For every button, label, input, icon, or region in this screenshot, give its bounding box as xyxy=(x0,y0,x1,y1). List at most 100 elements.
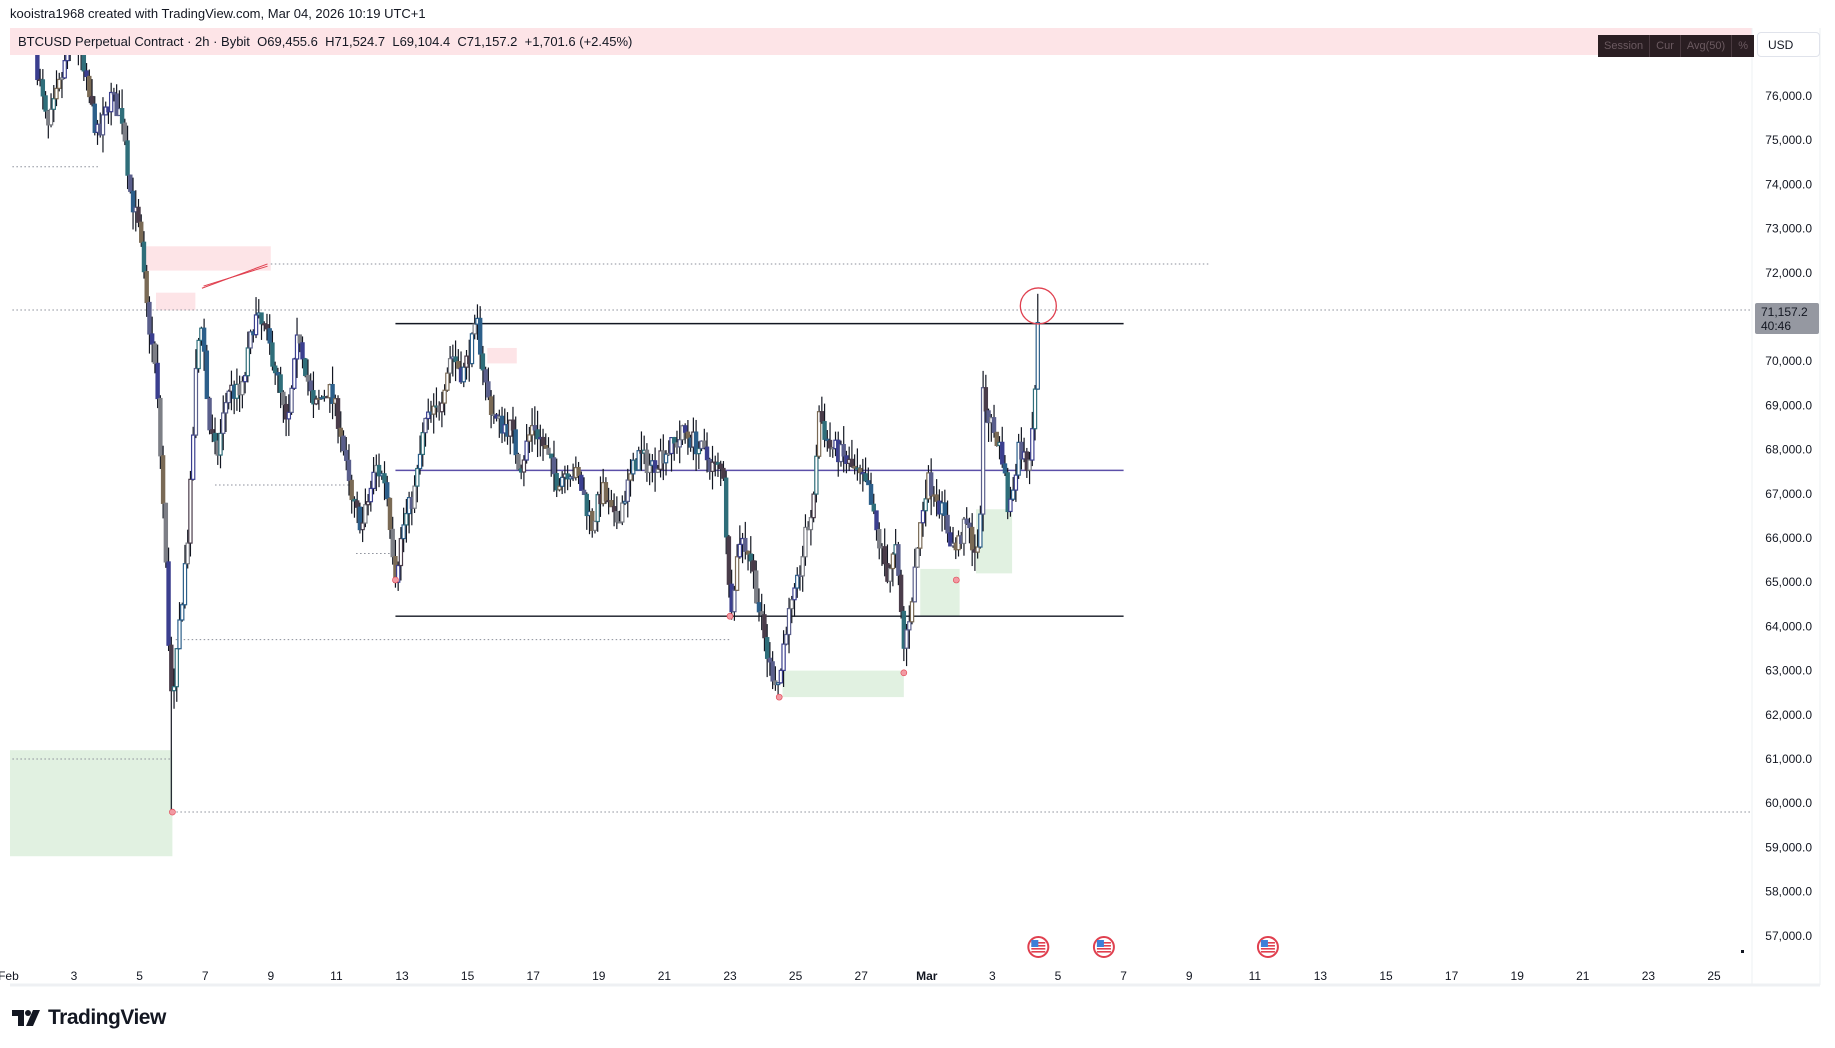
price-tick-label: 57,000.0 xyxy=(1765,929,1812,943)
candle xyxy=(313,395,319,406)
candle xyxy=(108,82,114,126)
candle-body xyxy=(114,93,119,117)
candle-body xyxy=(292,358,297,389)
swing-low-marker xyxy=(953,576,960,584)
candle-body xyxy=(945,514,950,534)
candle-body xyxy=(415,467,420,487)
candle xyxy=(710,445,715,490)
candle-body xyxy=(122,122,128,142)
time-tick-label: 19 xyxy=(1511,969,1525,983)
candle xyxy=(581,477,587,496)
candle-body xyxy=(223,401,229,414)
candle xyxy=(488,390,494,429)
candle xyxy=(128,174,133,194)
candle xyxy=(480,345,486,386)
candle xyxy=(540,428,546,461)
candle-body xyxy=(795,574,800,589)
candle xyxy=(732,585,737,621)
candle-body xyxy=(636,450,641,471)
candle-body xyxy=(609,500,614,508)
us-event-flag-icon[interactable] xyxy=(1256,936,1279,958)
chart-credit: kooistra1968 created with TradingView.co… xyxy=(10,6,426,21)
candle-body xyxy=(174,648,179,688)
candle-body xyxy=(447,358,453,374)
candle-body xyxy=(141,241,147,273)
candle xyxy=(308,373,313,403)
candle-body xyxy=(682,425,688,433)
candle xyxy=(1030,411,1035,467)
candle-body xyxy=(264,324,270,330)
scale-toolbox: Session Cur Avg(50) % xyxy=(1598,35,1754,57)
avg-button[interactable]: Avg(50) xyxy=(1681,35,1733,57)
candle-body xyxy=(915,547,920,568)
currency-button[interactable]: Cur xyxy=(1650,35,1681,57)
candle-body xyxy=(1002,463,1008,474)
candle-body xyxy=(376,464,382,477)
candle xyxy=(647,453,652,486)
candle xyxy=(218,419,223,469)
currency-selector[interactable]: USD xyxy=(1757,32,1820,57)
candle-body xyxy=(663,453,669,464)
candle xyxy=(923,479,928,527)
candle xyxy=(365,494,371,516)
wedge-line xyxy=(203,265,268,287)
candle-body xyxy=(163,502,169,563)
candle xyxy=(704,432,710,473)
candle-body xyxy=(928,472,934,496)
time-axis[interactable]: Feb 3 5 7 9 11 13 15 17 19 21 23 25 27 Mar 3 5 7 9 11 13 15 17… xyxy=(0,969,1820,987)
candle xyxy=(344,437,349,471)
candle-body xyxy=(289,387,294,413)
candle xyxy=(827,422,833,457)
candle xyxy=(855,448,860,481)
tradingview-logo[interactable]: TradingView xyxy=(12,1006,166,1030)
price-axis[interactable]: 57,000.0 58,000.0 59,000.0 60,000.0 61,000.0… xyxy=(1741,28,1821,985)
candle-body xyxy=(242,375,248,383)
candle-body xyxy=(898,574,904,613)
candle xyxy=(969,513,975,567)
session-button[interactable]: Session xyxy=(1598,35,1651,57)
candle xyxy=(212,417,218,455)
candle-body xyxy=(193,367,199,436)
us-event-flag-icon[interactable] xyxy=(1027,936,1050,958)
candle-body xyxy=(579,474,584,491)
candle-body xyxy=(81,55,87,72)
candle xyxy=(398,527,404,581)
candle xyxy=(305,359,311,396)
legend-low: L69,104.4 xyxy=(392,34,451,49)
candle-body xyxy=(152,343,158,364)
us-event-flag-icon[interactable] xyxy=(1092,936,1115,958)
candle xyxy=(874,510,879,541)
flag-stripe xyxy=(1260,951,1275,953)
candle-body xyxy=(991,417,997,433)
legend-symbol: BTCUSD Perpetual Contract · 2h · Bybit xyxy=(18,34,250,49)
candle xyxy=(1010,477,1016,502)
candle-body xyxy=(904,629,909,649)
candle xyxy=(439,391,445,428)
candle xyxy=(754,560,759,604)
candle-body xyxy=(685,431,691,439)
candle xyxy=(866,467,871,486)
time-tick-label: 15 xyxy=(1379,969,1393,983)
swing-low-marker xyxy=(900,669,908,677)
price-tick-label: 61,000.0 xyxy=(1765,752,1812,766)
candles-layer xyxy=(35,55,1040,813)
candle-body xyxy=(877,529,882,549)
candle xyxy=(357,502,363,534)
candle-body xyxy=(513,429,518,456)
candle-body xyxy=(554,472,559,491)
candle xyxy=(62,55,67,80)
candle xyxy=(592,520,598,534)
candle-body xyxy=(890,553,896,570)
candle-body xyxy=(48,108,54,126)
candle xyxy=(816,405,822,459)
candle xyxy=(781,630,786,687)
candle xyxy=(278,366,283,409)
last-price-value: 71,157.2 xyxy=(1761,305,1808,319)
candle xyxy=(814,444,819,503)
candle-body xyxy=(51,98,56,110)
candle xyxy=(447,346,453,384)
percent-button[interactable]: % xyxy=(1738,40,1748,52)
candle-body xyxy=(423,417,428,434)
candle xyxy=(669,436,674,472)
